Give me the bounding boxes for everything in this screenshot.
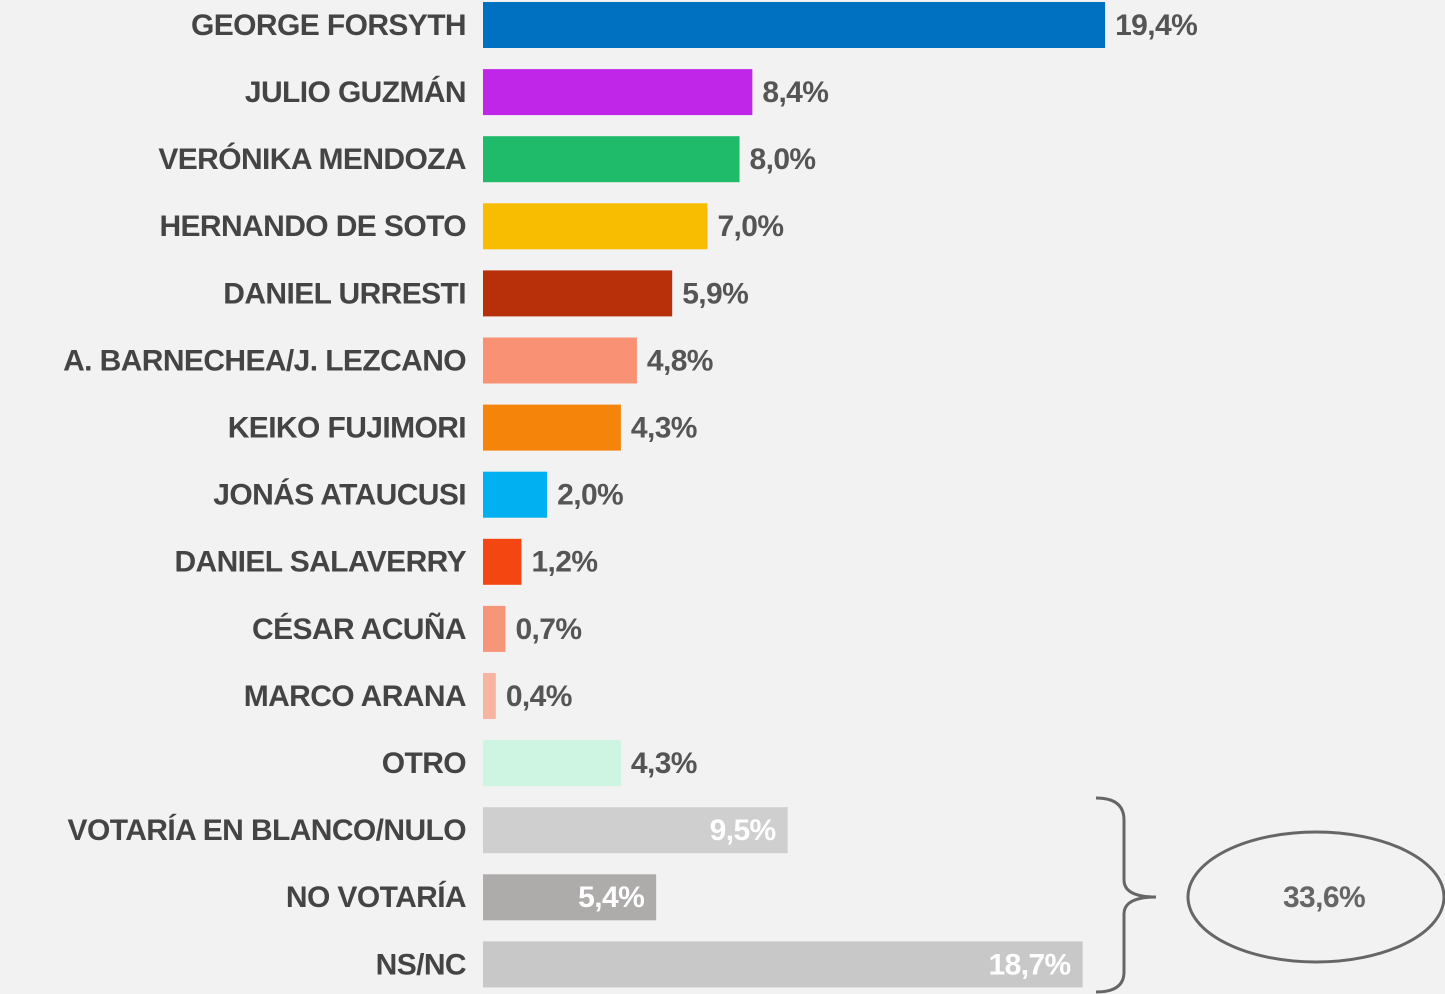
bar [483,605,506,652]
category-label: A. BARNECHEA/J. LEZCANO [63,344,466,377]
category-label: GEORGE FORSYTH [191,9,466,42]
bar [483,807,788,854]
value-label: 0,7% [515,613,581,646]
bracket [1095,796,1157,994]
value-label: 4,8% [647,344,713,377]
bar [483,136,740,183]
value-label: 8,0% [750,143,816,176]
value-label: 1,2% [531,546,597,579]
bar [483,404,621,451]
value-label: 4,3% [631,412,697,445]
bar [483,270,673,317]
bar [483,874,657,921]
category-label: JONÁS ATAUCUSI [213,478,466,512]
annotation-ellipse [1186,830,1445,964]
value-label: 7,0% [717,210,783,243]
value-label: 2,0% [557,479,623,512]
value-label: 8,4% [762,76,828,109]
value-label: 19,4% [1115,9,1197,42]
category-label: NS/NC [376,948,466,981]
annotation: 33,6% [1283,881,1365,914]
category-label: NO VOTARÍA [286,880,466,914]
bar [483,740,621,787]
bar [483,337,637,384]
value-label: 4,3% [631,747,697,780]
category-label: JULIO GUZMÁN [245,75,466,109]
category-label: CÉSAR ACUÑA [252,612,466,646]
category-label: VOTARÍA EN BLANCO/NULO [68,813,467,847]
bar [483,203,708,250]
value-label: 5,4% [578,881,644,914]
category-label: DANIEL URRESTI [223,277,466,310]
category-label: VERÓNIKA MENDOZA [158,142,466,176]
category-label: HERNANDO DE SOTO [159,210,466,243]
bar [483,2,1106,48]
bar [483,538,522,585]
category-label: KEIKO FUJIMORI [228,412,466,445]
value-label: 5,9% [682,277,748,310]
bar [483,471,548,518]
value-label: 9,5% [710,814,776,847]
bar [483,941,1083,988]
value-label: 0,4% [506,680,572,713]
category-label: MARCO ARANA [244,680,466,713]
value-label: 18,7% [989,948,1071,981]
bar [483,673,496,719]
category-label: DANIEL SALAVERRY [174,546,466,579]
bar [483,69,753,116]
category-label: OTRO [382,747,467,780]
